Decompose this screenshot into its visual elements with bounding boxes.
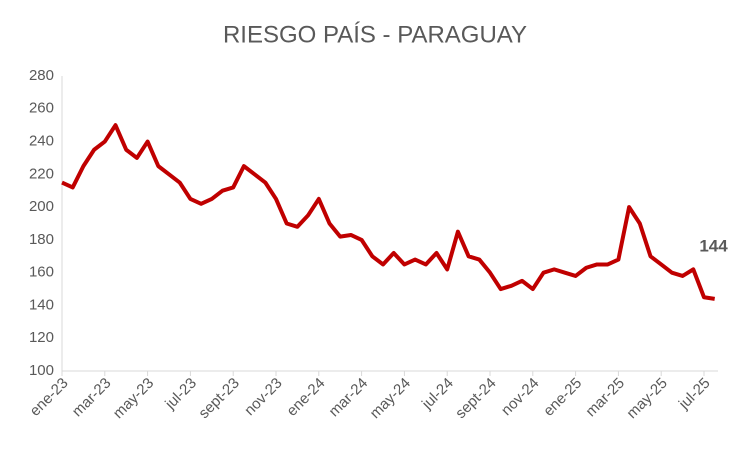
y-tick-label: 260 bbox=[29, 100, 54, 117]
y-tick-label: 160 bbox=[29, 264, 54, 281]
data-line bbox=[61, 123, 716, 301]
x-tick-label: may-24 bbox=[367, 375, 414, 422]
value-label: 144 bbox=[699, 236, 728, 255]
x-tick-label: mar-25 bbox=[582, 375, 628, 421]
x-tick-label: ene-24 bbox=[283, 375, 328, 420]
x-tick-label: may-23 bbox=[110, 375, 157, 422]
x-tick-label: ene-25 bbox=[540, 375, 585, 420]
x-tick-label: nov-23 bbox=[241, 375, 285, 419]
x-tick-label: sept-23 bbox=[195, 375, 242, 422]
x-tick-label: jul-23 bbox=[161, 375, 200, 414]
x-tick-label: sept-24 bbox=[452, 375, 499, 422]
y-tick-label: 220 bbox=[29, 165, 54, 182]
y-tick-label: 200 bbox=[29, 198, 54, 215]
y-tick-label: 180 bbox=[29, 231, 54, 248]
y-tick-label: 280 bbox=[29, 67, 54, 84]
y-tick-label: 100 bbox=[29, 362, 54, 379]
y-tick-label: 120 bbox=[29, 329, 54, 346]
x-tick-label: nov-24 bbox=[498, 375, 542, 419]
y-tick-label: 240 bbox=[29, 133, 54, 150]
x-tick-label: may-25 bbox=[623, 375, 670, 422]
y-tick-label: 140 bbox=[29, 296, 54, 313]
x-tick-label: jul-24 bbox=[418, 375, 457, 414]
x-tick-label: jul-25 bbox=[675, 375, 714, 414]
chart-title: RIESGO PAÍS - PARAGUAY bbox=[223, 21, 527, 48]
x-tick-label: ene-23 bbox=[27, 375, 72, 420]
x-tick-label: mar-23 bbox=[69, 375, 115, 421]
x-tick-label: mar-24 bbox=[326, 375, 372, 421]
